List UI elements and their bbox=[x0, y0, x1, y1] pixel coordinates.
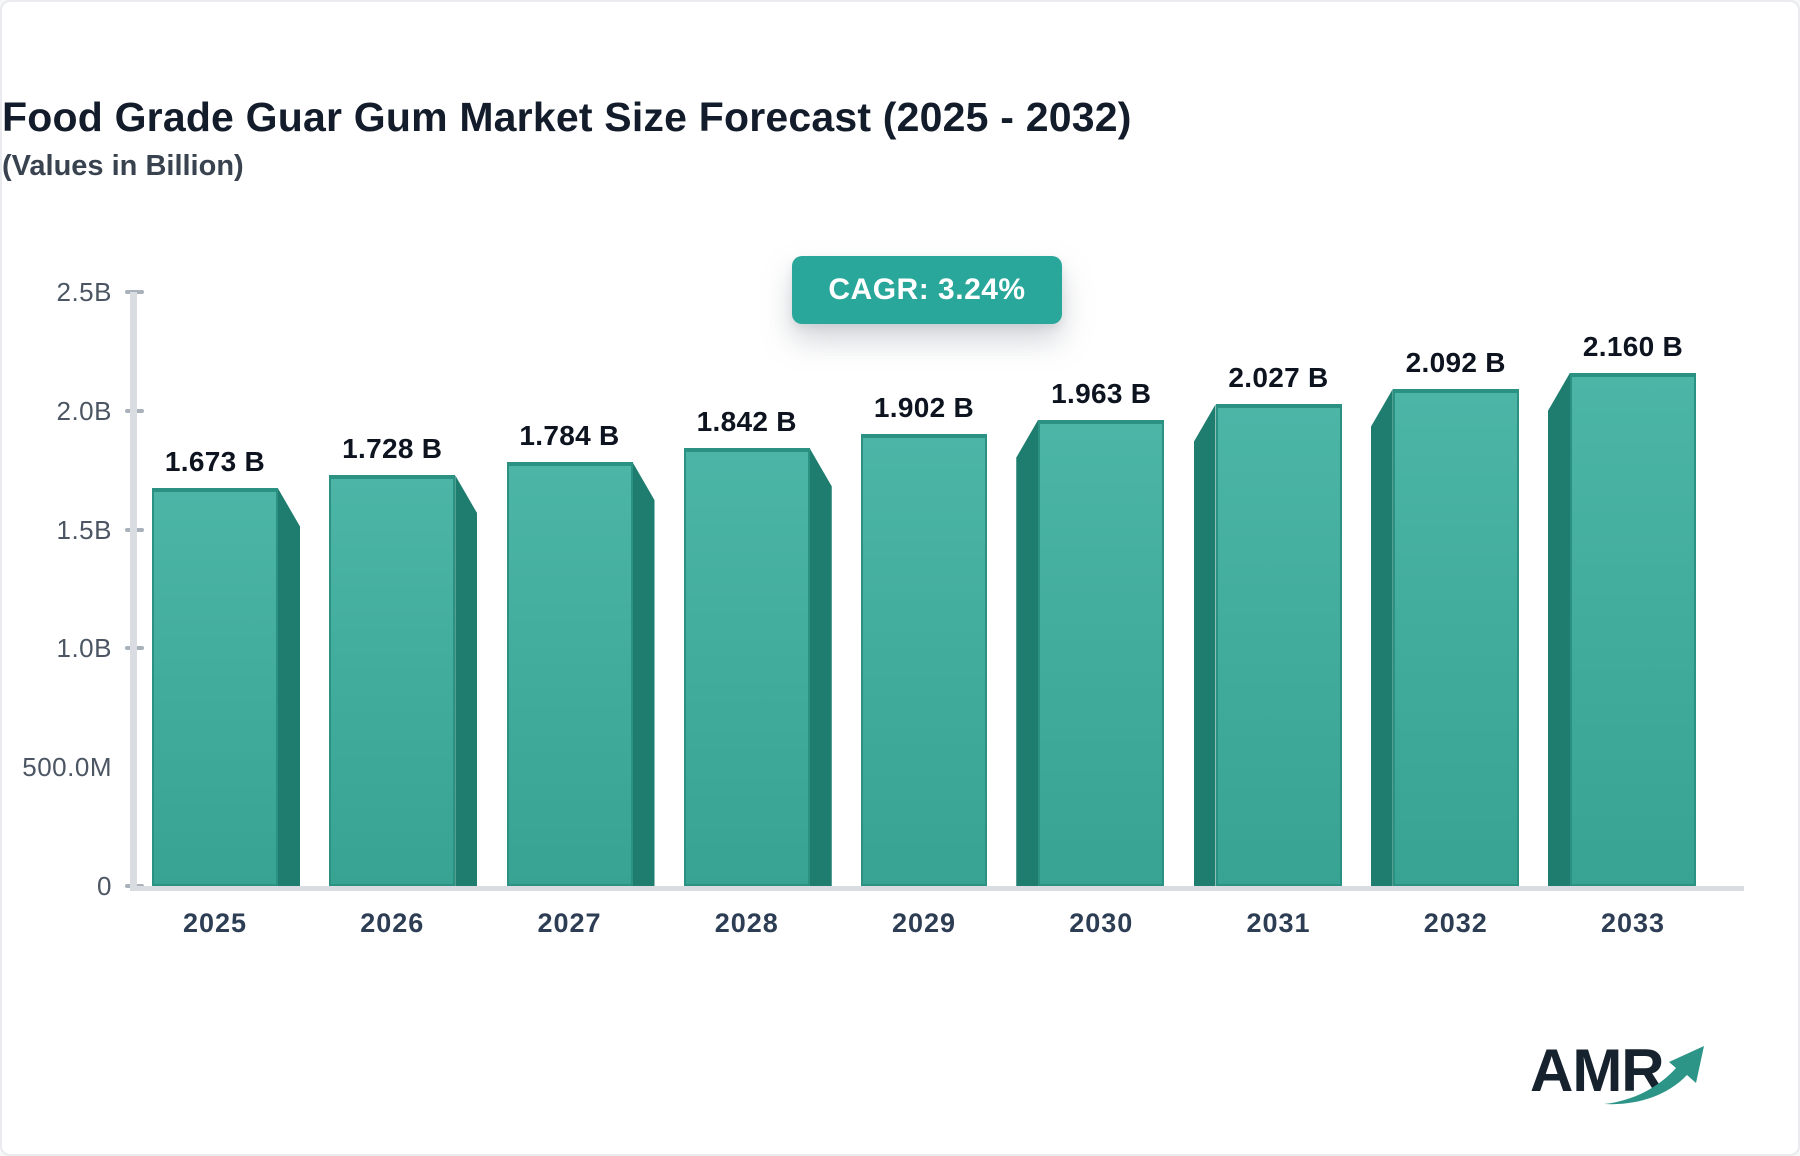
x-axis-label: 2025 bbox=[182, 908, 248, 938]
page-subtitle: (Values in Billion) bbox=[2, 150, 244, 182]
bar-value-label: 2.160 B bbox=[1582, 330, 1684, 362]
bar-value-label: 1.902 B bbox=[873, 392, 975, 424]
cagr-badge-label: CAGR: 3.24% bbox=[828, 273, 1026, 306]
bar-value-label: 1.842 B bbox=[696, 406, 797, 438]
page-title: Food Grade Guar Gum Market Size Forecast… bbox=[2, 94, 1132, 140]
bar-value-label: 2.092 B bbox=[1405, 346, 1506, 378]
amr-logo: AMR bbox=[1530, 1036, 1740, 1126]
y-tick-label: 1.0B bbox=[56, 633, 112, 664]
x-axis-label: 2028 bbox=[714, 908, 779, 938]
bar-value-label: 2.027 B bbox=[1228, 362, 1329, 394]
bar-side bbox=[809, 448, 832, 886]
x-axis-label: 2030 bbox=[1069, 908, 1134, 938]
x-axis-label: 2027 bbox=[537, 908, 602, 938]
bar bbox=[1038, 419, 1165, 886]
x-axis-label: 2029 bbox=[891, 908, 957, 938]
logo-text: AMR bbox=[1530, 1037, 1665, 1104]
bar-value-label: 1.728 B bbox=[342, 433, 443, 465]
bar bbox=[1570, 372, 1696, 886]
y-tick-label: 2.0B bbox=[56, 395, 112, 426]
bar-side bbox=[455, 475, 478, 886]
bar bbox=[506, 462, 633, 886]
y-axis-line bbox=[130, 292, 137, 891]
bar-value-label: 1.784 B bbox=[519, 420, 620, 452]
bar-value-label: 1.673 B bbox=[164, 446, 266, 478]
bar bbox=[1392, 388, 1519, 886]
x-axis-line bbox=[130, 886, 1744, 891]
x-axis-label: 2032 bbox=[1423, 908, 1488, 938]
x-axis-label: 2026 bbox=[360, 908, 425, 938]
growth-arrow-icon bbox=[1604, 1046, 1704, 1105]
bar bbox=[683, 448, 810, 886]
bar bbox=[1215, 404, 1342, 886]
bar-side bbox=[278, 488, 300, 886]
y-tick-label: 0 bbox=[97, 871, 112, 901]
bar-value-label: 1.963 B bbox=[1051, 377, 1152, 409]
bar-side bbox=[632, 462, 655, 886]
y-tick-label: 2.5B bbox=[56, 277, 112, 307]
x-axis-label: 2031 bbox=[1246, 908, 1311, 938]
cagr-badge: CAGR: 3.24% bbox=[792, 256, 1062, 324]
bar-side bbox=[1370, 388, 1393, 886]
bar bbox=[329, 475, 456, 886]
bar bbox=[861, 434, 987, 886]
y-tick-label: 1.5B bbox=[56, 514, 112, 545]
bar bbox=[152, 488, 278, 886]
x-axis-label: 2033 bbox=[1600, 908, 1666, 938]
bar-side bbox=[1548, 372, 1570, 886]
y-tick-label: 500.0M bbox=[22, 752, 112, 783]
bar-side bbox=[1193, 404, 1216, 886]
bar-side bbox=[1016, 419, 1039, 886]
